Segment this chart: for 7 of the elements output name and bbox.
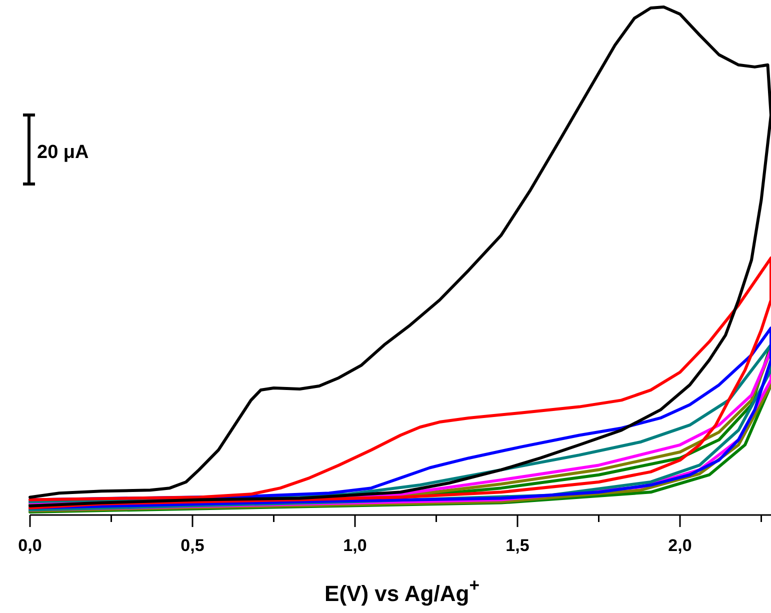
x-tick-label: 2,0	[668, 536, 692, 555]
x-tick-label: 0,5	[180, 536, 204, 555]
x-tick-label: 1,5	[506, 536, 530, 555]
x-tick-label: 1,0	[343, 536, 367, 555]
x-tick-label: 0,0	[18, 536, 42, 555]
annotation: 20 μA	[37, 142, 90, 163]
x-axis-title: E(V) vs Ag/Ag$^{+}$	[324, 575, 480, 606]
